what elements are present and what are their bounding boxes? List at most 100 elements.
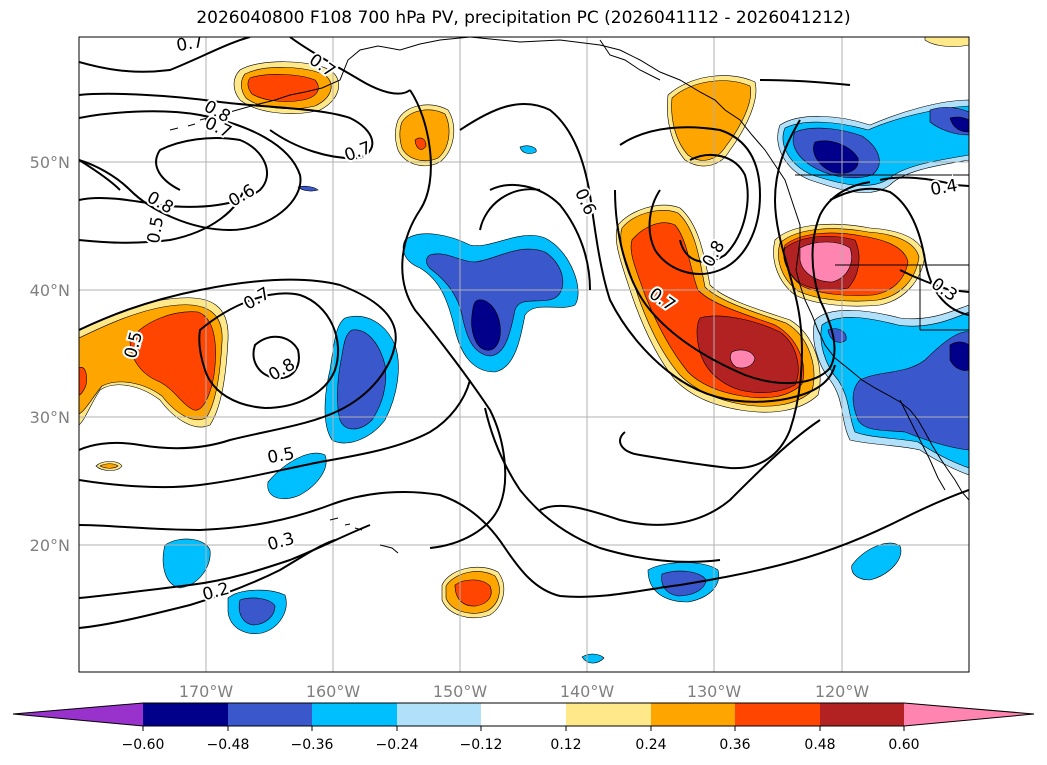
longitude-axis: 170°W 160°W 150°W 140°W 130°W 120°W [179, 682, 870, 701]
colorbar-tick-label: 0.60 [888, 737, 919, 753]
map-plot-area: 0.70.70.80.70.8 0.60.50.70.50.70.80.50.30… [79, 37, 969, 672]
pos-region-155w-core [414, 137, 427, 150]
pv-contour-0.5-east [829, 187, 969, 316]
pos-region-west-coast-peak [730, 349, 756, 369]
negative-anomaly-regions [162, 99, 969, 664]
colorbar-tick-label: 0.24 [635, 737, 666, 753]
lon-label-150w: 150°W [433, 682, 488, 701]
map-title: 2026040800 F108 700 hPa PV, precipitatio… [196, 8, 851, 28]
colorbar-segment [651, 703, 735, 726]
colorbar-ticks [142, 726, 905, 731]
lat-label-30n: 30°N [30, 408, 70, 427]
alaska-peninsula-coast [199, 37, 471, 121]
pos-region-alaska-mid [671, 80, 751, 161]
pv-contour-0.3 [79, 489, 969, 598]
pv-contour-0.7-loop [198, 292, 340, 410]
colorbar-tick-label: −0.24 [376, 737, 419, 753]
colorbar-segment [143, 703, 228, 726]
pos-region-west-edge-left [79, 367, 87, 396]
alaska-mainland-coast [469, 37, 796, 211]
neg-region-small-3 [297, 185, 319, 192]
lon-label-140w: 140°W [560, 682, 615, 701]
pv-contour-0.7-mid [79, 110, 302, 232]
colorbar: −0.60 −0.48 −0.36 −0.24 −0.12 0.12 0.24 … [12, 702, 1035, 753]
colorbar-extend-high [904, 703, 1034, 726]
graticule [79, 37, 969, 672]
neg-region-175w [162, 538, 211, 589]
neg-region-california-deep [949, 341, 969, 371]
neg-region-northeast-deep [949, 116, 969, 133]
pv-contour-0.5-southeast [539, 419, 821, 526]
pv-contour-0.5-southeast-b [484, 407, 721, 563]
pv-contour-0.2-b [79, 539, 336, 629]
pv-contour-0.5-west [79, 137, 269, 208]
hawaii-islands [329, 517, 399, 554]
lat-label-40n: 40°N [30, 281, 70, 300]
pv-contour-0.3-east [899, 269, 969, 293]
neg-region-central-pacific-core [426, 248, 564, 357]
neg-region-small-1 [519, 145, 537, 154]
pos-region-aleutian-core [247, 74, 319, 102]
pv-contour-0.8-ring [79, 92, 374, 160]
lon-label-170w: 170°W [179, 682, 234, 701]
neg-region-northwest-america-deep [813, 140, 859, 174]
pv-contour-0.8-small [252, 335, 300, 380]
colorbar-tick-label: 0.12 [550, 737, 581, 753]
map-frame [78, 36, 970, 673]
colorbar-segment [397, 703, 481, 726]
neg-region-central-pacific-deep [471, 299, 501, 351]
pv-contour-0.5-south [79, 379, 471, 489]
pv-contour-0.6-central [401, 89, 507, 549]
latitude-axis: 50°N 40°N 30°N 20°N [30, 153, 70, 555]
pv-contour-north-right [759, 79, 851, 86]
colorbar-segment [228, 703, 312, 726]
lon-label-120w: 120°W [815, 682, 870, 701]
pv-contours [79, 37, 969, 629]
aleutian-islands [169, 113, 231, 131]
colorbar-tick-labels: −0.60 −0.48 −0.36 −0.24 −0.12 0.12 0.24 … [122, 737, 920, 753]
baja-coast [899, 399, 946, 491]
colorbar-segment [820, 703, 904, 726]
pv-contour-0.4 [879, 176, 969, 187]
colorbar-tick-label: −0.60 [122, 737, 165, 753]
pv-contour-northwest-edge [79, 159, 121, 191]
pos-region-155w-mid [399, 109, 450, 161]
precipitation-shading [79, 37, 969, 664]
north-edge-coast [599, 39, 661, 81]
colorbar-segment [735, 703, 820, 726]
lon-label-130w: 130°W [687, 682, 742, 701]
pv-contour-0.7-north-2 [289, 37, 411, 95]
coastlines [169, 37, 969, 554]
pv-contour-0.5-mid [489, 184, 591, 291]
west-coast-north-america [794, 209, 969, 501]
colorbar-tick-label: −0.12 [460, 737, 503, 753]
contour-label: 0.5 [144, 215, 168, 245]
pv-contour-mid-loop [479, 188, 541, 231]
lat-label-50n: 50°N [30, 153, 70, 172]
pv-contour-0.6-long [619, 119, 803, 470]
lat-label-20n: 20°N [30, 536, 70, 555]
neg-region-115w-south [851, 542, 902, 581]
colorbar-extend-low [13, 703, 143, 726]
pv-contour-0.6-west [79, 184, 246, 244]
colorbar-segment [312, 703, 397, 726]
colorbar-tick-label: −0.36 [291, 737, 334, 753]
colorbar-tick-label: 0.48 [804, 737, 835, 753]
pos-region-hawaii-south-core [454, 579, 492, 607]
lon-label-160w: 160°W [306, 682, 361, 701]
colorbar-segment [566, 703, 651, 726]
colorbar-tick-label: 0.36 [719, 737, 750, 753]
us-state-border [835, 264, 969, 331]
pv-contour-0.7-long [614, 181, 871, 385]
neg-region-170w-core [238, 597, 276, 626]
pv-contour-0.7-trough [619, 126, 762, 275]
pv-contour-0.5-large [79, 278, 397, 451]
pos-region-small-sw-core [99, 463, 119, 469]
pv-contour-0.6-mid [459, 102, 836, 403]
pv-contour-0.8-trough [679, 154, 749, 263]
pv-contour-0.7-north [79, 37, 251, 73]
neg-region-california-core [852, 331, 969, 451]
colorbar-tick-label: −0.48 [207, 737, 250, 753]
colorbar-segment [481, 703, 566, 726]
